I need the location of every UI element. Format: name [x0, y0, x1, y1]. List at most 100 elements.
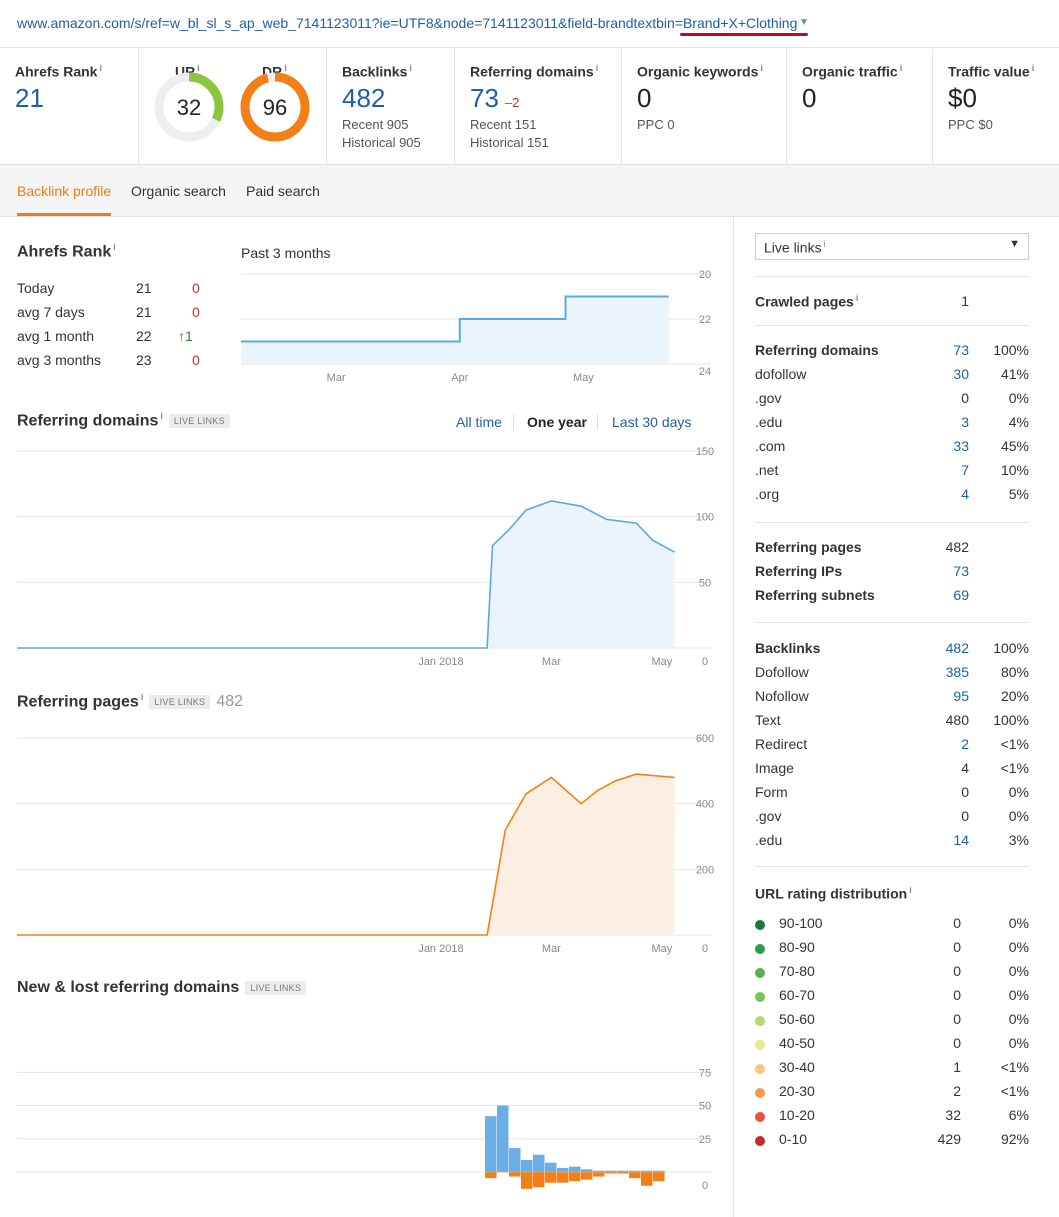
breakdown-row: Redirect 2 <1% [755, 736, 1029, 756]
x-tick-label: May [651, 943, 672, 955]
new-domains-bar [593, 1170, 605, 1172]
row-value[interactable]: 4 [961, 486, 969, 502]
rating-count: 0 [953, 939, 961, 955]
breakdown-row: Nofollow 95 20% [755, 688, 1029, 708]
row-value[interactable]: 3 [961, 414, 969, 430]
row-label: Text [755, 712, 781, 728]
row-value[interactable]: 385 [945, 664, 969, 680]
metric-value[interactable]: 482 [342, 83, 386, 113]
url-dropdown-icon[interactable]: ▼ [799, 17, 809, 28]
breakdown-row: .gov 0 0% [755, 808, 1029, 828]
x-tick-label: Mar [327, 372, 346, 384]
row-percent: 45% [1000, 438, 1029, 454]
section-title-text: Referring domains [17, 412, 159, 430]
y-tick-label: 50 [699, 1101, 711, 1113]
row-value[interactable]: 14 [953, 832, 969, 848]
row-value: 1 [961, 293, 969, 309]
breakdown-row: .gov 0 0% [755, 390, 1029, 410]
new-domains-bar [617, 1170, 629, 1172]
info-icon[interactable]: i [595, 63, 599, 73]
row-value: 0 [961, 808, 969, 824]
info-icon[interactable]: i [1031, 63, 1035, 73]
info-icon[interactable]: i [899, 63, 903, 73]
rank-line [241, 295, 669, 343]
rank-row-7days: avg 7 days 21 0 [17, 304, 217, 324]
metric-value[interactable]: 21 [15, 83, 44, 113]
section-title-text: Referring pages [17, 693, 139, 711]
row-value: 0 [961, 784, 969, 800]
info-icon[interactable]: i [909, 885, 912, 895]
rating-count: 0 [953, 987, 961, 1003]
lost-domains-bar [533, 1172, 545, 1188]
ahrefs-rank-title: Ahrefs Rank i [17, 242, 116, 261]
tab-organic-search[interactable]: Organic search [131, 183, 226, 199]
new-domains-bar [509, 1148, 521, 1172]
info-icon[interactable]: i [284, 63, 287, 73]
y-tick-label: 75 [699, 1067, 711, 1079]
breakdown-row: Form 0 0% [755, 784, 1029, 804]
info-icon[interactable]: i [855, 293, 859, 303]
x-tick-label: Apr [451, 372, 468, 384]
row-value[interactable]: 482 [945, 640, 969, 656]
tab-paid-search[interactable]: Paid search [246, 183, 320, 199]
row-value[interactable]: 7 [961, 462, 969, 478]
metric-value[interactable]: 73 [470, 83, 499, 113]
row-label: Crawled pages [755, 293, 854, 310]
info-icon[interactable]: i [113, 242, 116, 252]
row-label: Referring domains [755, 342, 879, 358]
y-tick-label: 50 [699, 577, 711, 589]
row-value[interactable]: 69 [953, 587, 969, 603]
row-label: .edu [755, 832, 783, 848]
rating-color-dot [755, 1064, 765, 1074]
new-domains-bar [521, 1160, 533, 1172]
lost-domains-bar [545, 1172, 557, 1183]
rating-count: 1 [953, 1059, 961, 1075]
live-links-select[interactable]: Live links i ▼ [755, 233, 1029, 260]
metric-label: Ahrefs Rank [15, 63, 98, 80]
info-icon[interactable]: i [409, 63, 412, 73]
info-icon[interactable]: i [760, 63, 763, 73]
info-icon[interactable]: i [160, 411, 163, 421]
active-tab-indicator [17, 213, 111, 216]
dr-gauge: 96 [237, 69, 313, 145]
metric-value: $0 [948, 83, 977, 113]
breakdown-row: Backlinks 482 100% [755, 640, 1029, 660]
rating-count: 32 [945, 1107, 961, 1123]
referring-pages-count: 482 [216, 693, 244, 711]
lost-domains-bar [617, 1172, 629, 1174]
rank-row-value: 21 [136, 304, 152, 320]
metric-value: 0 [802, 83, 817, 113]
period-one-year[interactable]: One year [527, 414, 587, 430]
row-percent: 0% [1008, 390, 1029, 406]
row-value[interactable]: 95 [953, 688, 969, 704]
chevron-down-icon: ▼ [1009, 238, 1020, 250]
target-url-link[interactable]: www.amazon.com/s/ref=w_bl_sl_s_ap_web_71… [17, 15, 798, 31]
rating-color-dot [755, 1016, 765, 1026]
row-label: .gov [755, 390, 782, 406]
red-underline-annotation [680, 33, 808, 36]
info-icon[interactable]: i [823, 239, 826, 249]
section-tabs: Backlink profile Organic search Paid sea… [0, 165, 1059, 217]
y-tick-label: 0 [702, 943, 708, 955]
rating-percent: <1% [1000, 1083, 1029, 1099]
row-value[interactable]: 73 [953, 342, 969, 358]
section-title-text: New & lost referring domains [17, 979, 240, 996]
rating-count: 0 [953, 1035, 961, 1051]
y-tick-label: 24 [699, 366, 711, 378]
period-last-30-days[interactable]: Last 30 days [612, 414, 692, 430]
row-value[interactable]: 73 [953, 563, 969, 579]
info-icon[interactable]: i [140, 692, 144, 702]
row-value[interactable]: 30 [953, 366, 969, 382]
info-icon[interactable]: i [99, 63, 102, 73]
url-rating-row: 90-100 0 0% [755, 915, 1029, 935]
section-title-text: Ahrefs Rank [17, 243, 112, 261]
rating-color-dot [755, 920, 765, 930]
row-value[interactable]: 33 [953, 438, 969, 454]
divider [755, 325, 1029, 326]
tab-backlink-profile[interactable]: Backlink profile [17, 183, 112, 199]
info-icon[interactable]: i [197, 63, 200, 73]
rating-color-dot [755, 944, 765, 954]
lost-domains-bar [509, 1172, 521, 1177]
row-value[interactable]: 2 [961, 736, 969, 752]
period-all-time[interactable]: All time [456, 414, 502, 430]
